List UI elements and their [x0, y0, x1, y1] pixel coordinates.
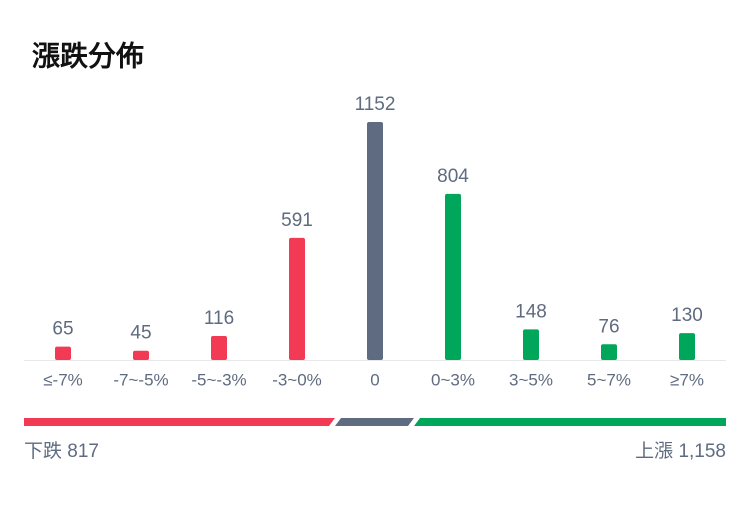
bar	[211, 336, 227, 360]
x-tick-label: -3~0%	[272, 370, 322, 389]
x-tick-label: 5~7%	[587, 370, 631, 389]
value-label: 45	[130, 323, 151, 344]
value-label: 130	[671, 305, 703, 326]
bar	[445, 193, 461, 360]
x-tick-label: 0	[370, 370, 379, 389]
up-ratio-bar	[414, 418, 726, 426]
bar	[523, 329, 539, 360]
value-label: 804	[437, 166, 469, 187]
value-label: 1152	[355, 94, 396, 115]
bar	[55, 346, 71, 360]
x-tick-label: -7~-5%	[113, 370, 168, 389]
down-summary: 下跌 817	[24, 440, 99, 462]
bar	[367, 122, 383, 360]
value-label: 116	[204, 308, 234, 329]
bar	[679, 333, 695, 360]
value-label: 76	[598, 316, 619, 337]
x-tick-label: 0~3%	[431, 370, 475, 389]
up-summary: 上漲 1,158	[635, 440, 726, 462]
x-tick-label: 3~5%	[509, 370, 553, 389]
value-label: 65	[52, 319, 73, 340]
flat-ratio-bar	[335, 418, 414, 426]
bar	[133, 350, 149, 360]
value-label: 148	[515, 301, 547, 322]
chart-title: 漲跌分佈	[32, 39, 144, 71]
x-tick-label: ≤-7%	[43, 370, 83, 389]
bar	[601, 344, 617, 360]
bar	[289, 237, 305, 360]
x-tick-label: -5~-3%	[191, 370, 246, 389]
down-ratio-bar	[24, 418, 335, 426]
x-tick-label: ≥7%	[670, 370, 704, 389]
value-label: 591	[281, 210, 313, 231]
